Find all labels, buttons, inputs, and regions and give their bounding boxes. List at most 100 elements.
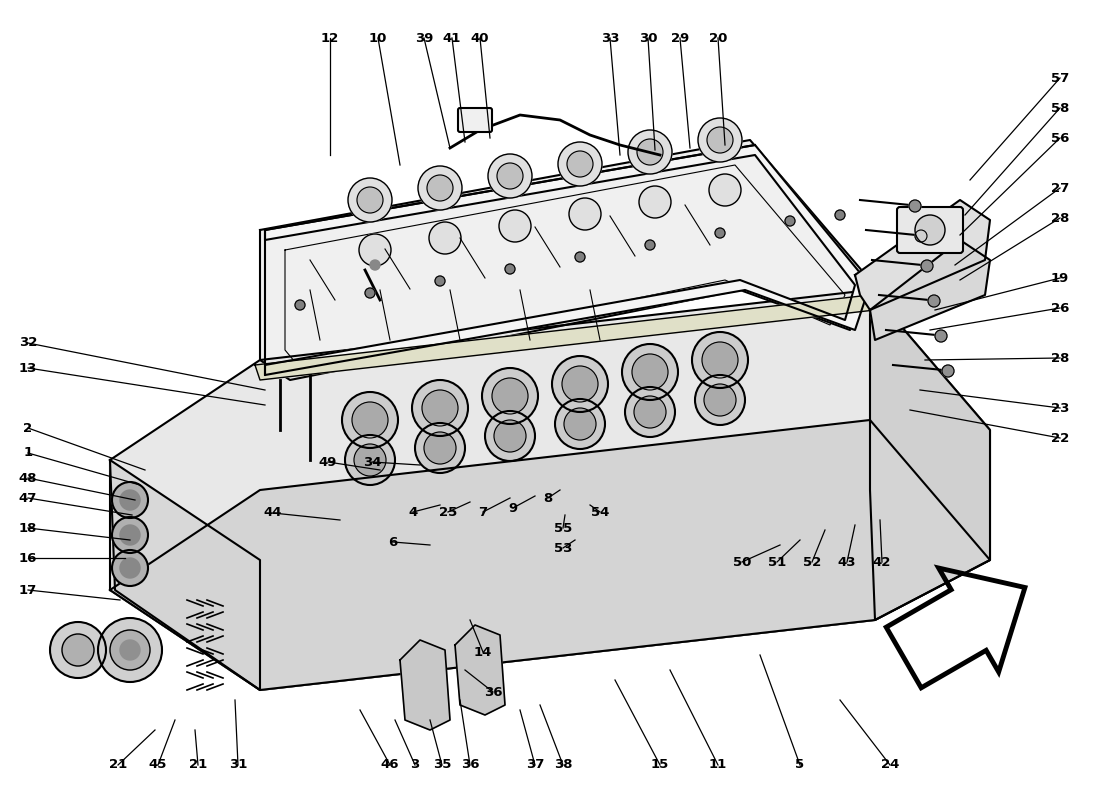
Circle shape (632, 354, 668, 390)
Circle shape (488, 154, 532, 198)
Polygon shape (255, 295, 875, 380)
Text: 41: 41 (443, 31, 461, 45)
Circle shape (909, 200, 921, 212)
Text: 28: 28 (1050, 351, 1069, 365)
Text: 42: 42 (872, 555, 891, 569)
Text: 22: 22 (1050, 431, 1069, 445)
Circle shape (342, 392, 398, 448)
Circle shape (120, 525, 140, 545)
Circle shape (482, 368, 538, 424)
Text: 46: 46 (381, 758, 399, 771)
FancyBboxPatch shape (896, 207, 962, 253)
Polygon shape (265, 145, 870, 375)
Polygon shape (110, 460, 260, 690)
Polygon shape (260, 140, 870, 380)
Circle shape (492, 378, 528, 414)
Circle shape (120, 490, 140, 510)
Polygon shape (870, 290, 990, 620)
Text: 32: 32 (19, 337, 37, 350)
Text: 2: 2 (23, 422, 33, 434)
Circle shape (785, 216, 795, 226)
Circle shape (112, 550, 148, 586)
Text: 44: 44 (264, 506, 283, 519)
Circle shape (942, 365, 954, 377)
Circle shape (98, 618, 162, 682)
Circle shape (625, 387, 675, 437)
Circle shape (370, 260, 379, 270)
Text: 4: 4 (408, 506, 418, 518)
Circle shape (412, 380, 468, 436)
Text: 1: 1 (23, 446, 33, 459)
Circle shape (695, 375, 745, 425)
Circle shape (928, 295, 940, 307)
Circle shape (418, 166, 462, 210)
Text: 30: 30 (639, 31, 658, 45)
Text: 51: 51 (768, 555, 786, 569)
Text: a f: a f (454, 437, 505, 476)
Circle shape (434, 276, 446, 286)
Circle shape (352, 402, 388, 438)
Text: 6: 6 (388, 535, 397, 549)
Text: 36: 36 (461, 758, 480, 771)
Circle shape (120, 558, 140, 578)
Circle shape (494, 420, 526, 452)
Text: 23: 23 (1050, 402, 1069, 414)
Text: 21: 21 (109, 758, 128, 771)
Circle shape (835, 210, 845, 220)
Text: 37: 37 (526, 758, 544, 771)
Circle shape (645, 240, 654, 250)
Circle shape (358, 187, 383, 213)
Circle shape (120, 640, 140, 660)
Polygon shape (110, 420, 990, 690)
Text: 47: 47 (19, 491, 37, 505)
Text: 25: 25 (439, 506, 458, 518)
Text: 50: 50 (733, 555, 751, 569)
Text: 49: 49 (319, 455, 338, 469)
Circle shape (427, 175, 453, 201)
Text: 19: 19 (1050, 271, 1069, 285)
Text: 34: 34 (363, 455, 382, 469)
Text: 21: 21 (189, 758, 207, 771)
Text: 28: 28 (1050, 211, 1069, 225)
Circle shape (552, 356, 608, 412)
Circle shape (707, 127, 733, 153)
Text: 17: 17 (19, 583, 37, 597)
Circle shape (110, 630, 150, 670)
Circle shape (628, 130, 672, 174)
Circle shape (915, 215, 945, 245)
Polygon shape (400, 640, 450, 730)
Circle shape (50, 622, 106, 678)
Circle shape (702, 342, 738, 378)
Text: 54: 54 (591, 506, 609, 518)
Circle shape (564, 408, 596, 440)
Text: 58: 58 (1050, 102, 1069, 114)
Circle shape (710, 174, 741, 206)
Circle shape (698, 118, 742, 162)
Circle shape (935, 330, 947, 342)
Text: 39: 39 (415, 31, 433, 45)
Text: 43: 43 (838, 555, 856, 569)
Circle shape (348, 178, 392, 222)
Text: 56: 56 (1050, 131, 1069, 145)
Circle shape (112, 517, 148, 553)
Text: 16: 16 (19, 551, 37, 565)
Text: 18: 18 (19, 522, 37, 534)
Text: 10: 10 (368, 31, 387, 45)
Text: ferrari: ferrari (283, 520, 418, 587)
Circle shape (505, 264, 515, 274)
Circle shape (424, 432, 456, 464)
Text: 7: 7 (478, 506, 487, 518)
Text: 53: 53 (553, 542, 572, 554)
Circle shape (639, 186, 671, 218)
Polygon shape (110, 290, 990, 690)
Text: 29: 29 (671, 31, 689, 45)
Circle shape (556, 399, 605, 449)
Text: 38: 38 (553, 758, 572, 771)
Circle shape (485, 411, 535, 461)
Circle shape (415, 423, 465, 473)
Text: 48: 48 (19, 471, 37, 485)
Polygon shape (455, 625, 505, 715)
Circle shape (558, 142, 602, 186)
Text: 9: 9 (508, 502, 518, 514)
Circle shape (354, 444, 386, 476)
